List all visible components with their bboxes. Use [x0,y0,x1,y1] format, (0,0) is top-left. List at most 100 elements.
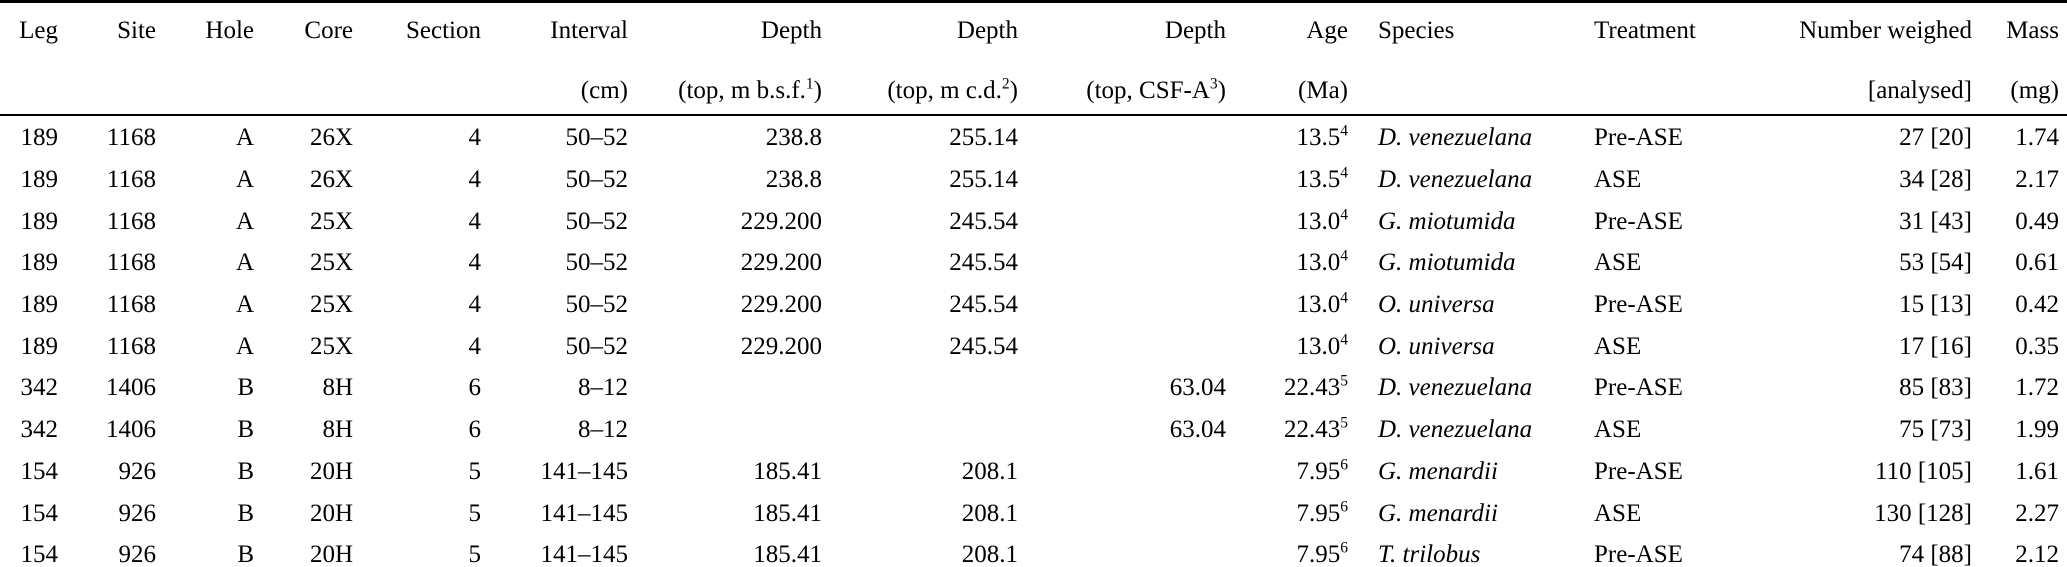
cell-depth-mcd: 245.54 [949,332,1018,360]
cell-depth-csfa: 63.04 [1169,374,1226,402]
cell-depth-mbsf [632,408,826,450]
footnote-marker: 4 [1340,123,1348,141]
cell-age: 7.956 [1296,539,1349,567]
cell-species: T. trilobus [1378,541,1481,567]
cell-leg: 189 [20,291,59,319]
cell-leg: 342 [20,374,59,402]
cell-age: 7.956 [1296,456,1349,485]
cell-depth-mcd [826,408,1022,450]
cell-depth-mbsf: 185.41 [753,541,822,567]
cell-species: D. venezuelana [1378,374,1533,402]
col-subheader-depth-csfa: (top, CSF-A3) [1086,75,1226,104]
cell-treatment: Pre-ASE [1594,124,1683,152]
cell-number-weighed: 27 [20] [1899,124,1972,152]
cell-leg: 342 [20,416,59,444]
cell-age: 13.04 [1296,206,1349,235]
table-row: 189 1168 A 25X 4 50–52 229.200 245.54 13.04 O. un… [0,283,2067,325]
cell-core: 20H [309,457,353,485]
col-header-leg: Leg [19,17,58,44]
cell-mass: 0.49 [2015,207,2059,235]
col-header-depth-csfa: Depth [1164,17,1226,44]
cell-interval: 50–52 [565,166,629,194]
table-row: 189 1168 A 26X 4 50–52 238.8 255.14 13.54 D. vene… [0,115,2067,158]
cell-number-weighed: 75 [73] [1899,416,1972,444]
table-row: 189 1168 A 25X 4 50–52 229.200 245.54 13.04 O. un… [0,324,2067,366]
cell-species: G. miotumida [1378,249,1516,277]
col-subheader-number-weighed: [analysed] [1867,77,1972,104]
col-header-hole: Hole [205,17,254,44]
cell-depth-mcd: 208.1 [961,499,1018,527]
cell-treatment: ASE [1594,416,1642,444]
cell-leg: 189 [20,249,59,277]
cell-depth-csfa [1022,199,1230,241]
col-header-treatment: Treatment [1594,17,1696,44]
footnote-marker: 2 [1001,75,1010,93]
cell-site: 1406 [106,416,156,444]
cell-core: 20H [309,499,353,527]
cell-leg: 189 [20,207,59,235]
cell-number-weighed: 110 [105] [1875,457,1972,485]
cell-site: 926 [118,457,157,485]
cell-core: 25X [309,249,353,277]
footnote-marker: 4 [1340,164,1348,182]
cell-depth-csfa [1022,450,1230,492]
cell-hole: A [235,124,254,152]
cell-core: 25X [309,332,353,360]
cell-species: G. menardii [1378,499,1498,527]
cell-interval: 141–145 [540,499,629,527]
cell-age: 7.956 [1296,498,1349,527]
cell-depth-csfa [1022,491,1230,533]
col-subheader-species [1352,58,1588,115]
cell-depth-mbsf [632,366,826,408]
cell-depth-mcd: 255.14 [949,166,1018,194]
cell-depth-csfa [1022,324,1230,366]
cell-age: 22.435 [1284,373,1348,402]
cell-interval: 50–52 [565,291,629,319]
cell-age: 13.04 [1296,331,1349,360]
cell-species: O. universa [1378,291,1495,319]
col-subheader-leg [0,58,62,115]
table-row: 342 1406 B 8H 6 8–12 63.04 22.435 D. venezuelana… [0,408,2067,450]
cell-leg: 154 [20,541,59,567]
cell-section: 4 [468,207,482,235]
cell-section: 6 [468,416,482,444]
cell-mass: 2.27 [2015,499,2059,527]
cell-interval: 50–52 [565,124,629,152]
col-subheader-depth-mcd: (top, m c.d.2) [887,75,1018,104]
cell-site: 1168 [106,249,156,277]
cell-hole: B [237,499,254,527]
cell-core: 26X [309,124,353,152]
cell-number-weighed: 17 [16] [1899,332,1972,360]
cell-treatment: Pre-ASE [1594,457,1683,485]
cell-leg: 189 [20,124,59,152]
cell-depth-csfa [1022,283,1230,325]
header-row: Leg Site Hole Core Section Interval Depth Depth… [0,2,2067,59]
cell-interval: 141–145 [540,541,629,567]
cell-age: 13.54 [1296,164,1349,194]
cell-interval: 50–52 [565,249,629,277]
cell-depth-mcd [826,366,1022,408]
cell-mass: 2.17 [2015,166,2059,194]
cell-mass: 1.74 [2015,124,2059,152]
cell-depth-mcd: 208.1 [961,457,1018,485]
table-header: Leg Site Hole Core Section Interval Depth Depth… [0,2,2067,115]
cell-age: 13.04 [1296,248,1349,277]
cell-depth-csfa: 63.04 [1169,416,1226,444]
table-row: 154 926 B 20H 5 141–145 185.41 208.1 7.956 G. men… [0,491,2067,533]
cell-species: G. miotumida [1378,207,1516,235]
cell-number-weighed: 74 [88] [1899,541,1972,567]
cell-age: 13.54 [1296,123,1349,152]
cell-leg: 154 [20,499,59,527]
cell-hole: A [235,291,254,319]
cell-number-weighed: 31 [43] [1899,207,1972,235]
cell-hole: A [235,332,254,360]
cell-depth-csfa [1022,533,1230,567]
cell-mass: 1.61 [2015,457,2059,485]
cell-treatment: ASE [1594,166,1642,194]
col-header-interval: Interval [550,17,628,44]
col-subheader-hole [160,58,258,115]
footnote-marker: 4 [1340,206,1348,224]
cell-site: 1168 [106,207,156,235]
cell-depth-csfa [1022,241,1230,283]
